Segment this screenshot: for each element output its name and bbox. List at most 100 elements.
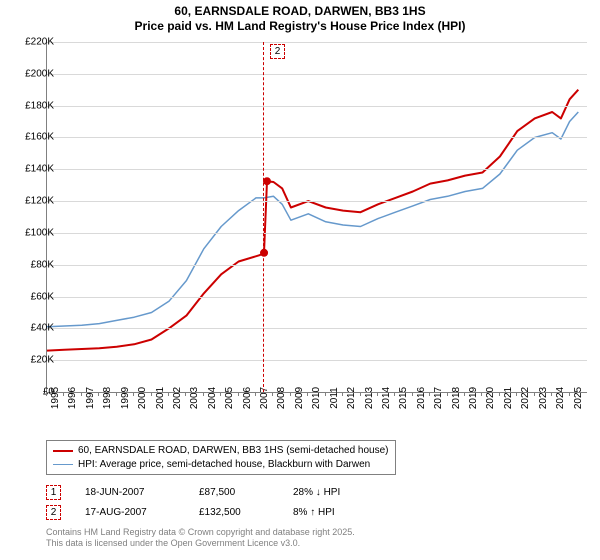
y-gridline (47, 106, 587, 107)
x-tick (447, 392, 448, 396)
sales-date-1: 18-JUN-2007 (85, 487, 175, 498)
x-axis-label: 1999 (120, 387, 131, 409)
y-axis-label: £140K (12, 164, 54, 175)
x-axis-label: 2025 (573, 387, 584, 409)
sales-price-1: £87,500 (199, 487, 269, 498)
x-tick (481, 392, 482, 396)
footer-line2: This data is licensed under the Open Gov… (46, 538, 355, 549)
x-axis-label: 2024 (555, 387, 566, 409)
plot-svg (47, 42, 587, 392)
x-tick (116, 392, 117, 396)
x-tick (394, 392, 395, 396)
y-axis-label: £60K (12, 291, 54, 302)
x-tick (98, 392, 99, 396)
x-tick (63, 392, 64, 396)
legend-swatch-price-paid (53, 450, 73, 452)
legend-label-price-paid: 60, EARNSDALE ROAD, DARWEN, BB3 1HS (sem… (78, 444, 389, 458)
legend-label-hpi: HPI: Average price, semi-detached house,… (78, 458, 370, 472)
x-axis-label: 2014 (381, 387, 392, 409)
y-axis-label: £200K (12, 68, 54, 79)
series-hpi (47, 112, 578, 327)
y-axis-label: £220K (12, 37, 54, 48)
y-gridline (47, 233, 587, 234)
x-tick (569, 392, 570, 396)
x-tick (81, 392, 82, 396)
y-axis-label: £40K (12, 323, 54, 334)
x-axis-label: 2008 (276, 387, 287, 409)
x-axis-label: 2003 (189, 387, 200, 409)
x-axis-label: 2002 (172, 387, 183, 409)
x-tick (255, 392, 256, 396)
sale-point-1 (260, 249, 268, 257)
x-tick (203, 392, 204, 396)
y-gridline (47, 265, 587, 266)
x-tick (429, 392, 430, 396)
footer-attribution: Contains HM Land Registry data © Crown c… (46, 527, 355, 550)
x-axis-label: 2018 (451, 387, 462, 409)
x-axis-label: 1997 (85, 387, 96, 409)
x-axis-label: 2015 (398, 387, 409, 409)
x-axis-label: 2021 (503, 387, 514, 409)
x-tick (133, 392, 134, 396)
annotation-marker-top: 2 (270, 44, 285, 59)
x-axis-label: 2023 (538, 387, 549, 409)
x-axis-label: 2020 (485, 387, 496, 409)
sales-marker-1: 1 (46, 485, 61, 500)
y-gridline (47, 328, 587, 329)
x-axis-label: 2016 (416, 387, 427, 409)
legend-swatch-hpi (53, 464, 73, 465)
x-tick (325, 392, 326, 396)
x-tick (151, 392, 152, 396)
sales-table: 1 18-JUN-2007 £87,500 28% ↓ HPI 2 17-AUG… (46, 482, 383, 522)
x-axis-label: 2000 (137, 387, 148, 409)
y-axis-label: £180K (12, 100, 54, 111)
y-axis-label: £0 (12, 387, 54, 398)
sales-diff-1: 28% ↓ HPI (293, 487, 383, 498)
series-price_paid (47, 90, 578, 351)
y-gridline (47, 169, 587, 170)
sales-diff-2: 8% ↑ HPI (293, 507, 383, 518)
legend-item-hpi: HPI: Average price, semi-detached house,… (53, 458, 389, 472)
x-axis-label: 2013 (364, 387, 375, 409)
x-axis-label: 2012 (346, 387, 357, 409)
y-gridline (47, 360, 587, 361)
x-axis-label: 2011 (329, 387, 340, 409)
title-line1: 60, EARNSDALE ROAD, DARWEN, BB3 1HS (0, 4, 600, 19)
x-axis-label: 1998 (102, 387, 113, 409)
x-axis-label: 2001 (155, 387, 166, 409)
x-axis-label: 2009 (294, 387, 305, 409)
footer-line1: Contains HM Land Registry data © Crown c… (46, 527, 355, 538)
x-tick (220, 392, 221, 396)
sale-vline (263, 42, 264, 392)
x-axis-label: 2022 (520, 387, 531, 409)
x-axis-label: 1996 (67, 387, 78, 409)
legend-item-price-paid: 60, EARNSDALE ROAD, DARWEN, BB3 1HS (sem… (53, 444, 389, 458)
sales-row-1: 1 18-JUN-2007 £87,500 28% ↓ HPI (46, 482, 383, 502)
sales-marker-2: 2 (46, 505, 61, 520)
x-axis-label: 2005 (224, 387, 235, 409)
sale-point-2 (263, 177, 271, 185)
sales-row-2: 2 17-AUG-2007 £132,500 8% ↑ HPI (46, 502, 383, 522)
x-tick (551, 392, 552, 396)
x-tick (412, 392, 413, 396)
x-tick (185, 392, 186, 396)
x-tick (290, 392, 291, 396)
x-tick (499, 392, 500, 396)
title-line2: Price paid vs. HM Land Registry's House … (0, 19, 600, 34)
sales-date-2: 17-AUG-2007 (85, 507, 175, 518)
y-gridline (47, 201, 587, 202)
x-axis-label: 2019 (468, 387, 479, 409)
plot-area (46, 42, 587, 393)
y-gridline (47, 297, 587, 298)
y-axis-label: £120K (12, 196, 54, 207)
y-axis-label: £100K (12, 227, 54, 238)
chart-title: 60, EARNSDALE ROAD, DARWEN, BB3 1HS Pric… (0, 0, 600, 34)
x-tick (516, 392, 517, 396)
x-tick (238, 392, 239, 396)
x-axis-label: 2017 (433, 387, 444, 409)
y-axis-label: £80K (12, 259, 54, 270)
x-tick (534, 392, 535, 396)
legend: 60, EARNSDALE ROAD, DARWEN, BB3 1HS (sem… (46, 440, 396, 475)
y-axis-label: £20K (12, 355, 54, 366)
x-tick (342, 392, 343, 396)
